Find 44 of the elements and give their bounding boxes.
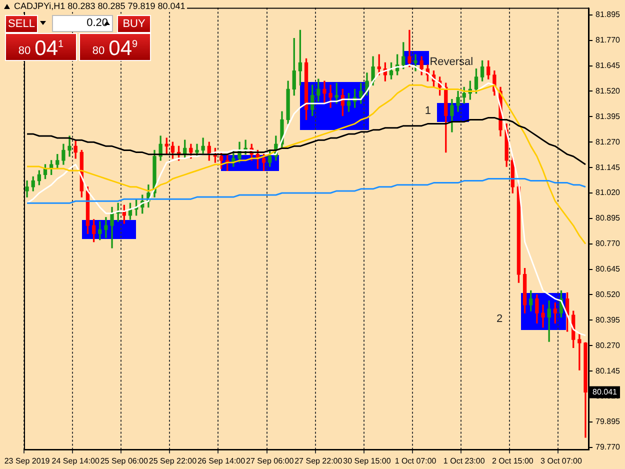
candlestick <box>578 333 582 370</box>
x-tick-label: 24 Sep 14:00 <box>52 456 100 466</box>
y-tick-label: 80.770 <box>596 239 621 248</box>
y-tick-label: 79.770 <box>596 442 621 452</box>
x-tick-label: 26 Sep 14:00 <box>197 456 246 466</box>
y-tick-label: 80.270 <box>596 340 621 350</box>
y-tick-label: 81.645 <box>596 61 621 70</box>
y-tick-label: 80.645 <box>596 264 621 274</box>
y-tick-label: 81.270 <box>596 137 621 146</box>
annotation: 80 04$^{9}$ <box>92 36 138 60</box>
x-tick-label: 23 Sep 2019 <box>4 456 50 466</box>
x-tick-label: 2 Oct 15:00 <box>492 456 534 466</box>
candlestick <box>541 304 545 328</box>
candlestick <box>408 30 412 68</box>
candlestick <box>104 217 108 238</box>
x-tick-label: 27 Sep 22:00 <box>294 456 343 466</box>
y-tick-label: 81.895 <box>596 10 621 20</box>
candlestick <box>547 300 551 342</box>
candlestick <box>322 80 326 104</box>
y-tick-label: 80.395 <box>596 315 621 324</box>
x-tick-label: 1 Oct 23:00 <box>443 456 486 466</box>
y-tick-label: 79.895 <box>596 417 621 426</box>
y-tick-label: 80.520 <box>596 290 621 299</box>
annotation: SELL <box>5 15 38 33</box>
x-tick-label: 27 Sep 06:00 <box>246 456 294 466</box>
annotation: 2 <box>496 312 503 325</box>
x-tick-label: 30 Sep 15:00 <box>343 456 392 466</box>
annotation: BUY <box>117 15 151 33</box>
annotation: 80.041 <box>592 387 618 396</box>
chart-title: CADJPYi,H1 80.283 80.285 79.819 80.041 <box>12 0 188 12</box>
x-tick-label: 1 Oct 07:00 <box>394 456 437 466</box>
y-tick-label: 80.145 <box>596 366 621 376</box>
annotation: 1 <box>424 105 431 118</box>
x-tick-label: 25 Sep 22:00 <box>148 456 198 466</box>
x-tick-label: 25 Sep 06:00 <box>100 456 149 466</box>
annotation: 80 04$^{1}$ <box>18 36 64 60</box>
y-tick-label: 81.020 <box>596 188 621 198</box>
y-tick-label: 81.520 <box>596 86 621 96</box>
y-tick-label: 81.145 <box>596 162 621 172</box>
y-tick-label: 81.395 <box>596 112 621 121</box>
y-tick-label: 80.895 <box>596 214 621 223</box>
x-tick-label: 3 Oct 07:00 <box>540 456 582 466</box>
annotation: Reversal <box>430 56 474 68</box>
y-tick-label: 81.770 <box>596 36 621 45</box>
